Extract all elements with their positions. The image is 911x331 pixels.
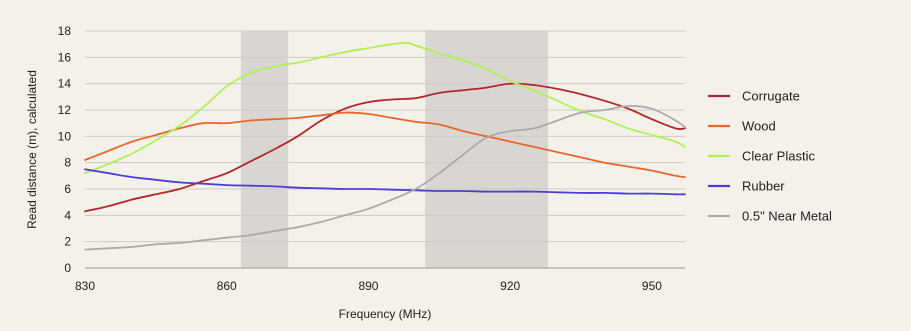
- series-line-near-metal: [84, 105, 686, 251]
- gridlines: [85, 30, 685, 269]
- series-line-clear-plastic: [84, 41, 686, 175]
- x-axis-ticks: 830 860 890 920 950: [75, 279, 662, 293]
- y-tick-label: 0: [64, 261, 71, 275]
- y-tick-label: 14: [58, 77, 72, 91]
- series-line-rubber: [84, 168, 686, 196]
- legend-label-rubber: Rubber: [742, 179, 785, 194]
- y-tick-label: 18: [58, 24, 72, 38]
- shaded-band-1: [425, 31, 548, 268]
- y-tick-label: 16: [58, 50, 72, 64]
- series-line-wood: [84, 111, 686, 178]
- y-tick-label: 12: [58, 103, 72, 117]
- x-tick-label: 920: [500, 279, 520, 293]
- y-tick-label: 10: [58, 129, 72, 143]
- y-tick-label: 2: [64, 235, 71, 249]
- shaded-band-0: [240, 31, 289, 268]
- y-tick-label: 4: [64, 208, 71, 222]
- x-tick-label: 830: [75, 279, 95, 293]
- y-axis-ticks: 0 2 4 6 8 10 12 14 16 18: [58, 24, 72, 275]
- series-line-corrugate: [84, 82, 686, 213]
- x-tick-label: 860: [217, 279, 237, 293]
- x-tick-label: 890: [358, 279, 378, 293]
- x-tick-label: 950: [642, 279, 662, 293]
- series-lines: [84, 41, 686, 251]
- y-tick-label: 8: [64, 156, 71, 170]
- legend-label-near-metal: 0.5" Near Metal: [742, 209, 832, 224]
- y-axis-title: Read distance (m), calculated: [25, 70, 39, 229]
- legend-label-corrugate: Corrugate: [742, 89, 800, 104]
- y-tick-label: 6: [64, 182, 71, 196]
- shaded-bands: [240, 31, 548, 268]
- legend-label-wood: Wood: [742, 119, 776, 134]
- legend: Corrugate Wood Clear Plastic Rubber 0.5" Nea…: [708, 89, 832, 224]
- x-axis-title: Frequency (MHz): [339, 307, 432, 321]
- legend-label-clear-plastic: Clear Plastic: [742, 149, 815, 164]
